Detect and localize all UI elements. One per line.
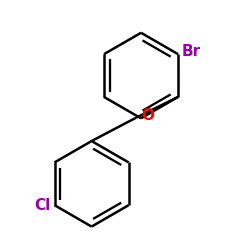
Text: Cl: Cl [34, 198, 50, 213]
Text: O: O [141, 108, 154, 123]
Text: Br: Br [182, 44, 201, 59]
